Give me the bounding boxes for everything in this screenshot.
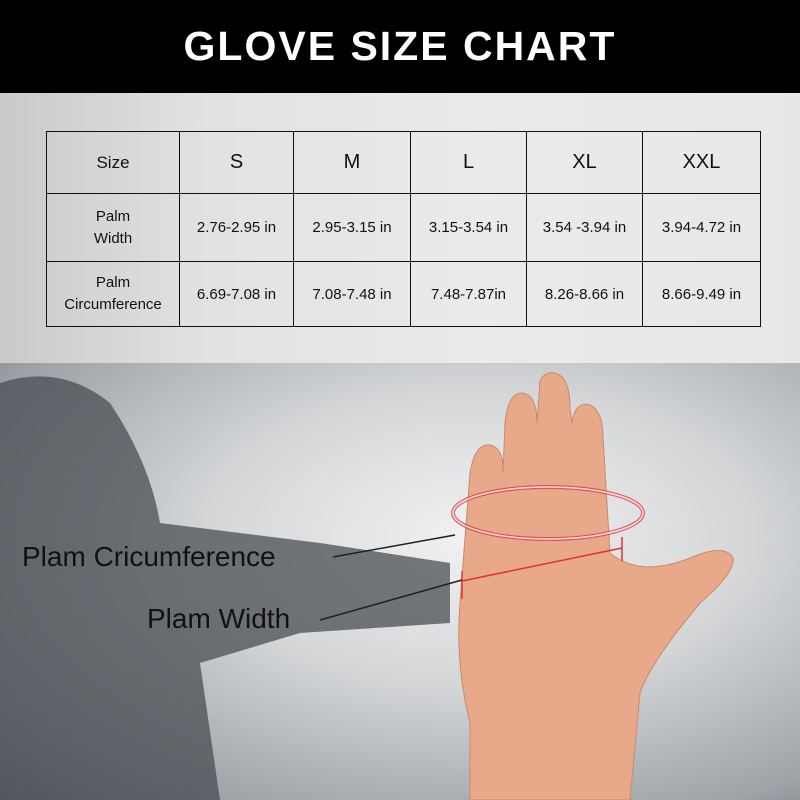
header-cell: XL bbox=[526, 131, 643, 194]
row-label-line: Palm bbox=[95, 207, 131, 225]
header-cell: XXL bbox=[642, 131, 761, 194]
table-row: Palm Width 2.76-2.95 in 2.95-3.15 in 3.15… bbox=[46, 193, 761, 262]
width-measure-line bbox=[461, 547, 623, 582]
table-cell: 2.95-3.15 in bbox=[293, 193, 411, 262]
header-cell: S bbox=[179, 131, 294, 194]
width-label: Plam Width bbox=[147, 603, 291, 634]
row-label: Palm Width bbox=[46, 193, 180, 262]
table-cell: 6.69-7.08 in bbox=[179, 261, 294, 327]
table-row: Palm Circumference 6.69-7.08 in 7.08-7.48… bbox=[46, 261, 761, 327]
hand-illustration bbox=[0, 372, 734, 800]
header-cell: L bbox=[410, 131, 527, 194]
circumference-pointer bbox=[332, 534, 456, 558]
row-label-line: Circumference bbox=[64, 296, 162, 313]
table-cell: 7.48-7.87in bbox=[410, 261, 527, 327]
header-cell: M bbox=[293, 131, 411, 194]
table-header-row: Size S M L XL XXL bbox=[46, 131, 761, 194]
circumference-label: Plam Cricumference bbox=[22, 541, 276, 572]
table-cell: 2.76-2.95 in bbox=[179, 193, 294, 262]
header-cell: Size bbox=[46, 131, 180, 194]
table-cell: 7.08-7.48 in bbox=[293, 261, 411, 327]
row-label: Palm Circumference bbox=[46, 261, 180, 327]
size-table: Size S M L XL XXL Palm Width 2.76-2.95 in… bbox=[46, 131, 761, 327]
hand-shape bbox=[458, 372, 734, 800]
page-title: GLOVE SIZE CHART bbox=[0, 0, 800, 93]
table-cell: 3.15-3.54 in bbox=[410, 193, 527, 262]
table-cell: 3.54 -3.94 in bbox=[526, 193, 643, 262]
person-silhouette bbox=[0, 376, 450, 800]
table-cell: 8.66-9.49 in bbox=[642, 261, 761, 327]
table-cell: 3.94-4.72 in bbox=[642, 193, 761, 262]
row-label-line: Width bbox=[93, 229, 133, 247]
row-label-line: Palm bbox=[95, 274, 131, 291]
table-cell: 8.26-8.66 in bbox=[526, 261, 643, 327]
width-pointer bbox=[319, 579, 463, 621]
